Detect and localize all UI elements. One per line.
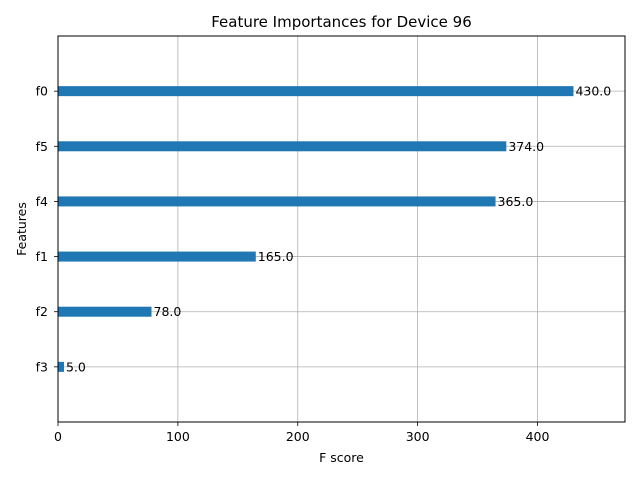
y-tick-label-f4: f4 xyxy=(36,194,48,209)
bar-f2 xyxy=(58,306,152,317)
data-label-f1: 165.0 xyxy=(258,249,294,264)
data-label-f4: 365.0 xyxy=(498,194,534,209)
bar-f4 xyxy=(58,196,496,207)
chart-title: Feature Importances for Device 96 xyxy=(211,13,472,31)
x-tick-label: 100 xyxy=(166,429,190,444)
y-ticks: f3 f2 f1 f4 f5 f0 xyxy=(36,84,58,374)
data-labels: 5.0 78.0 165.0 365.0 374.0 430.0 xyxy=(66,84,611,375)
y-tick-label-f5: f5 xyxy=(36,139,48,154)
y-tick-label-f2: f2 xyxy=(36,304,48,319)
bar-f5 xyxy=(58,141,507,152)
y-tick-label-f3: f3 xyxy=(36,359,48,374)
x-tick-label: 0 xyxy=(54,429,62,444)
x-tick-label: 300 xyxy=(406,429,430,444)
bar-f1 xyxy=(58,251,256,262)
data-label-f5: 374.0 xyxy=(508,139,544,154)
bar-f3 xyxy=(58,361,64,372)
y-axis-label: Features xyxy=(14,202,29,256)
axes-frame xyxy=(57,35,626,423)
y-tick-label-f0: f0 xyxy=(36,84,48,99)
bar-f0 xyxy=(58,86,574,97)
bars xyxy=(58,86,574,372)
data-label-f3: 5.0 xyxy=(66,359,86,374)
x-tick-label: 200 xyxy=(286,429,310,444)
x-axis-label: F score xyxy=(319,450,364,465)
x-tick-label: 400 xyxy=(526,429,550,444)
x-ticks: 0 100 200 300 400 xyxy=(54,422,549,444)
data-label-f2: 78.0 xyxy=(154,304,182,319)
data-label-f0: 430.0 xyxy=(575,84,611,99)
y-tick-label-f1: f1 xyxy=(36,249,48,264)
